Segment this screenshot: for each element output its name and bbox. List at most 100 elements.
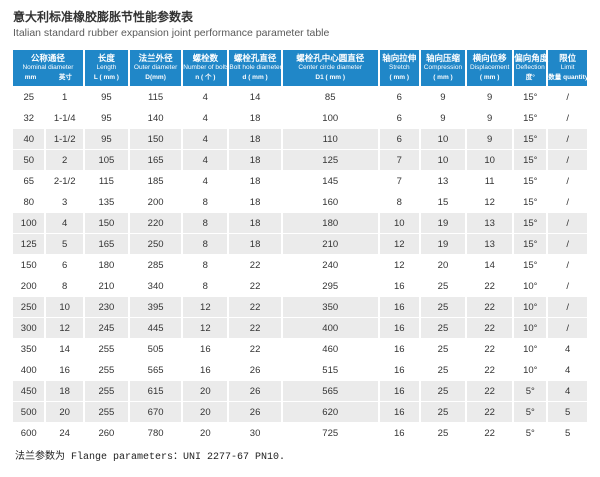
cell: /: [548, 255, 587, 275]
cell: 565: [129, 360, 182, 380]
cell: 200: [13, 276, 45, 296]
header-label-en: Number of bolts: [183, 64, 230, 71]
cell: 1-1/2: [46, 129, 83, 149]
cell: 250: [13, 297, 45, 317]
table-row: 400 16 255 565 16 26 515 16 25 22 10° 4: [13, 360, 587, 380]
cell: 2: [46, 150, 83, 170]
cell: /: [548, 213, 587, 233]
cell: 10°: [514, 339, 547, 359]
cell: 10°: [514, 360, 547, 380]
table-row: 25 1 95 115 4 14 85 6 9 9 15° /: [13, 87, 587, 107]
cell: 13: [467, 213, 513, 233]
cell: 19: [420, 234, 466, 254]
cell: 565: [282, 381, 378, 401]
cell: 9: [467, 87, 513, 107]
header-unit: ( mm ): [479, 74, 500, 81]
cell: 22: [467, 276, 513, 296]
cell: 16: [379, 423, 419, 443]
cell: 6: [46, 255, 83, 275]
header-unit: 度°: [525, 74, 535, 81]
cell: 8: [183, 276, 228, 296]
cell: 4: [46, 213, 83, 233]
cell: 22: [467, 339, 513, 359]
cell: 10: [379, 213, 419, 233]
cell: 185: [129, 171, 182, 191]
cell: 13: [420, 171, 466, 191]
cell: 25: [420, 276, 466, 296]
cell: 340: [129, 276, 182, 296]
cell: 25: [420, 297, 466, 317]
cell: 15°: [514, 255, 547, 275]
header-label-zh: 长度: [97, 53, 115, 63]
cell: 100: [13, 213, 45, 233]
cell: 125: [13, 234, 45, 254]
header-unit-split: mm 英寸: [13, 73, 83, 82]
cell: 22: [467, 423, 513, 443]
cell: 4: [548, 360, 587, 380]
cell: 22: [229, 297, 281, 317]
cell: 240: [282, 255, 378, 275]
cell: 7: [379, 150, 419, 170]
header-unit: d ( mm ): [242, 74, 268, 81]
header-label-en: Deflection: [515, 64, 545, 71]
cell: 12: [46, 318, 83, 338]
cell: 1-1/4: [46, 108, 83, 128]
cell: 725: [282, 423, 378, 443]
table-row: 100 4 150 220 8 18 180 10 19 13 15° /: [13, 213, 587, 233]
table-row: 450 18 255 615 20 26 565 16 25 22 5° 4: [13, 381, 587, 401]
cell: 16: [379, 381, 419, 401]
column-header-limit: 限位 Limit 数量 quantity: [548, 50, 588, 86]
cell: /: [548, 234, 587, 254]
cell: /: [548, 87, 587, 107]
cell: 9: [420, 108, 466, 128]
cell: 25: [420, 423, 466, 443]
table-row: 350 14 255 505 16 22 460 16 25 22 10° 4: [13, 339, 587, 359]
cell: 2-1/2: [46, 171, 83, 191]
cell: 260: [84, 423, 128, 443]
table-header: 公称通径 Nominal diameter mm 英寸 长度 Length L …: [13, 50, 588, 86]
cell: /: [548, 297, 587, 317]
cell: 16: [46, 360, 83, 380]
header-label-zh: 轴向压缩: [425, 53, 460, 63]
cell: 15: [420, 192, 466, 212]
cell: 6: [379, 129, 419, 149]
cell: 500: [13, 402, 45, 422]
cell: 4: [548, 381, 587, 401]
cell: 670: [129, 402, 182, 422]
cell: 15°: [514, 192, 547, 212]
cell: 5: [548, 402, 587, 422]
cell: 25: [13, 87, 45, 107]
column-header-stretch: 轴向拉伸 Stretch ( mm ): [379, 50, 419, 86]
cell: 10: [420, 129, 466, 149]
header-unit: D1 ( mm ): [315, 74, 346, 81]
cell: 12: [467, 192, 513, 212]
cell: 8: [183, 213, 228, 233]
cell: 100: [282, 108, 378, 128]
header-label-zh: 螺栓孔直径: [233, 53, 277, 63]
cell: 16: [183, 339, 228, 359]
cell: 16: [379, 318, 419, 338]
table-row: 32 1-1/4 95 140 4 18 100 6 9 9 15° /: [13, 108, 587, 128]
cell: 16: [379, 297, 419, 317]
table-row: 80 3 135 200 8 18 160 8 15 12 15° /: [13, 192, 587, 212]
cell: 200: [129, 192, 182, 212]
column-header-center-circle-diameter: 螺栓孔中心圆直径 Center circle diameter D1 ( mm …: [282, 50, 378, 86]
header-unit: D(mm): [145, 74, 166, 81]
cell: /: [548, 276, 587, 296]
cell: 32: [13, 108, 45, 128]
cell: 19: [420, 213, 466, 233]
cell: 15°: [514, 171, 547, 191]
header-label-en: Nominal diameter: [22, 64, 74, 71]
cell: 400: [282, 318, 378, 338]
header-label-en: Limit: [560, 64, 575, 71]
cell: 95: [84, 129, 128, 149]
flange-parameters-note: 法兰参数为 Flange parameters：UNI 2277-67 PN10…: [15, 452, 286, 463]
cell: 16: [183, 360, 228, 380]
cell: 105: [84, 150, 128, 170]
cell: 150: [13, 255, 45, 275]
cell: 4: [183, 87, 228, 107]
table-row: 125 5 165 250 8 18 210 12 19 13 15° /: [13, 234, 587, 254]
table-row: 300 12 245 445 12 22 400 16 25 22 10° /: [13, 318, 587, 338]
table-row: 500 20 255 670 20 26 620 16 25 22 5° 5: [13, 402, 587, 422]
cell: 95: [84, 87, 128, 107]
